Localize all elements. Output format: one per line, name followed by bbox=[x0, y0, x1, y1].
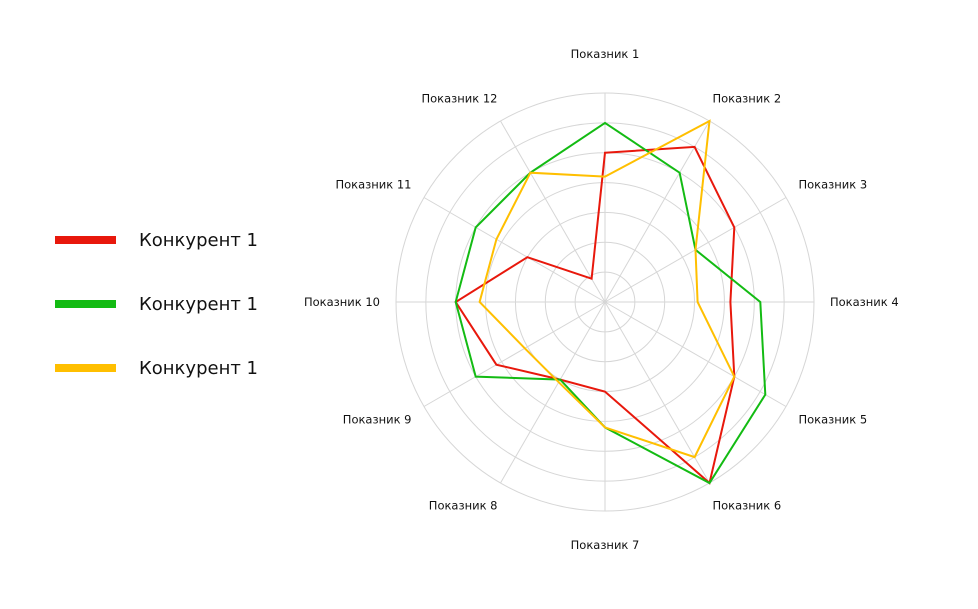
legend-label-series-2: Конкурент 1 bbox=[139, 293, 259, 315]
legend-swatch-series-1 bbox=[55, 236, 116, 244]
grid-spoke-11 bbox=[423, 197, 606, 303]
legend-label-series-1: Конкурент 1 bbox=[139, 229, 259, 251]
series-line-3 bbox=[478, 119, 736, 459]
axis-label-5: Показник 5 bbox=[799, 413, 868, 427]
grid-spoke-8 bbox=[500, 301, 606, 484]
axis-label-2: Показник 2 bbox=[713, 92, 782, 106]
radar-axis-labels: Показник 1 Показник 2 Показник 3 Показник 4… bbox=[304, 47, 899, 552]
legend-label-series-3: Конкурент 1 bbox=[139, 357, 259, 379]
legend-item-series-1: Конкурент 1 bbox=[55, 222, 258, 258]
legend-swatch-series-3 bbox=[55, 364, 116, 372]
axis-label-12: Показник 12 bbox=[421, 92, 497, 106]
chart-legend: Конкурент 1 Конкурент 1 Конкурент 1 bbox=[55, 222, 258, 414]
axis-label-11: Показник 11 bbox=[335, 178, 411, 192]
axis-label-6: Показник 6 bbox=[713, 499, 782, 513]
axis-label-7: Показник 7 bbox=[571, 538, 640, 552]
axis-label-9: Показник 9 bbox=[343, 413, 412, 427]
grid-spoke-2 bbox=[604, 120, 710, 303]
axis-label-1: Показник 1 bbox=[571, 47, 640, 61]
legend-item-series-3: Конкурент 1 bbox=[55, 350, 258, 386]
grid-spoke-12 bbox=[500, 120, 606, 303]
grid-spoke-6 bbox=[604, 301, 710, 484]
grid-spoke-5 bbox=[604, 301, 787, 407]
legend-item-series-2: Конкурент 1 bbox=[55, 286, 258, 322]
axis-label-8: Показник 8 bbox=[429, 499, 498, 513]
axis-label-3: Показник 3 bbox=[799, 178, 868, 192]
radar-series bbox=[454, 119, 767, 485]
legend-swatch-series-2 bbox=[55, 300, 116, 308]
series-line-1 bbox=[454, 145, 736, 485]
axis-label-4: Показник 4 bbox=[830, 295, 899, 309]
grid-spoke-9 bbox=[423, 301, 606, 407]
axis-label-10: Показник 10 bbox=[304, 295, 380, 309]
